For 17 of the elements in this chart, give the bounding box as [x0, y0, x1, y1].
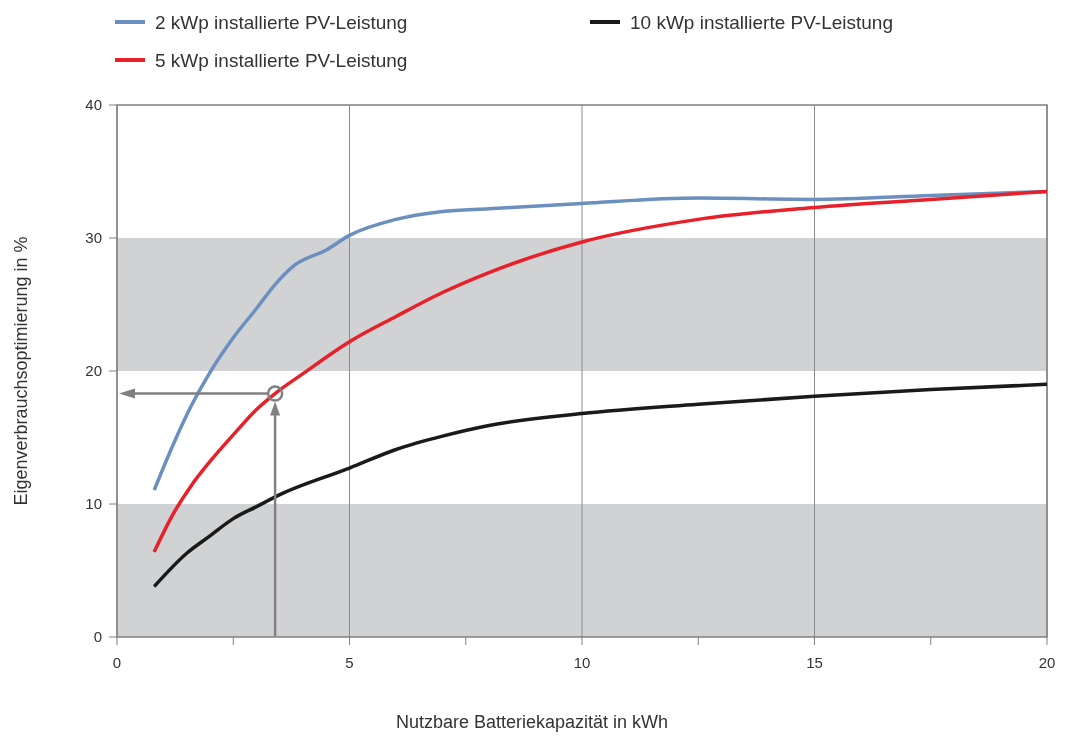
legend-label: 10 kWp installierte PV-Leistung — [630, 12, 893, 33]
x-axis-title: Nutzbare Batteriekapazität in kWh — [395, 712, 669, 732]
x-tick-label: 0 — [112, 654, 122, 671]
x-tick-label: 20 — [1038, 654, 1056, 671]
y-tick-label: 40 — [85, 96, 102, 113]
y-tick-label: 0 — [93, 628, 102, 645]
legend-label: 2 kWp installierte PV-Leistung — [155, 12, 408, 33]
y-tick-label: 30 — [85, 229, 102, 246]
x-tick-label: 15 — [806, 654, 823, 671]
x-tick-label: 10 — [573, 654, 591, 671]
legend-label: 5 kWp installierte PV-Leistung — [155, 50, 408, 71]
x-tick-label: 5 — [345, 654, 354, 671]
line-series — [152, 382, 1049, 589]
y-tick-label: 10 — [85, 495, 102, 512]
y-tick-label: 20 — [85, 362, 102, 379]
y-axis-title: Eigenverbrauchsoptimierung in % — [11, 236, 31, 506]
line-series — [152, 189, 1049, 554]
